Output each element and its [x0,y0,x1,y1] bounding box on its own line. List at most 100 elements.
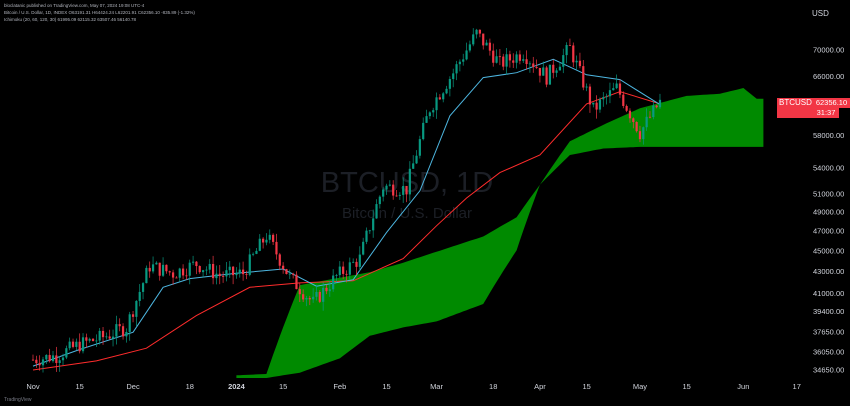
candle-body [91,338,95,342]
time-tick-label: Dec [126,382,140,391]
currency-label[interactable]: USD [812,9,829,18]
candle-body [565,44,568,56]
price-tick-label: 70000.00 [813,45,844,54]
candle-body [608,90,612,97]
candle-body [542,67,545,76]
candle-body [365,230,368,242]
cloud-area [236,88,764,378]
candle-body [378,196,381,205]
candle-body [602,97,605,100]
candle-body [145,267,148,284]
candle-body [335,275,338,276]
price-tick-label: 36050.00 [813,347,844,356]
candle-body [582,66,585,88]
candle-body [458,61,461,65]
candle-body [652,105,655,118]
candle-body [415,155,418,164]
candle-body [272,234,275,242]
time-tick-label: 15 [76,382,84,391]
candle-body [108,336,111,339]
candle-body [201,270,205,273]
tradingview-logo[interactable]: TradingView [4,397,32,403]
symbol-line[interactable]: Bitcoin / U.S. Dollar, 1D, INDEX O63191.… [4,10,195,15]
candle-body [68,341,71,349]
time-axis[interactable]: Nov 15 Dec 18 2024 15 Feb 15 Mar 18 Apr 15 May 15 Jun 1… [26,382,801,391]
price-tick-label: 47000.00 [813,227,844,236]
candle-body [55,355,58,364]
candle-body [355,261,358,267]
candle-body [538,67,542,76]
tenkan-line [32,58,661,367]
candle-body [218,273,221,277]
candle-body [232,266,235,276]
time-tick-label: 18 [186,382,194,391]
candle-body [258,238,261,251]
candle-body [198,266,201,273]
candle-body [161,264,165,276]
candle-body [338,266,341,276]
candle-body [41,359,45,366]
candle-body [425,116,428,123]
candle-body [191,261,195,263]
candle-body [225,270,228,277]
kijun-line [32,91,661,371]
candle-body [488,42,491,51]
price-tick-label: 41000.00 [813,289,844,298]
candle-body [515,54,518,63]
candle-body [252,253,255,255]
candle-body [628,110,632,119]
candle-body [185,275,188,277]
candle-body [555,70,558,73]
candle-body [318,291,321,302]
candle-body [502,56,505,67]
price-axis[interactable]: 70000.0066000.0062000.0058000.0054000.00… [813,45,844,374]
candle-body [625,105,628,111]
candle-body [101,330,105,338]
candle-body [438,97,441,100]
price-tick-label: 49000.00 [813,208,844,217]
candles [31,28,662,373]
candle-body [548,64,552,85]
candle-body [165,264,168,272]
time-tick-label: Apr [534,382,546,391]
price-tick-label: 54000.00 [813,163,844,172]
candle-body [71,341,75,347]
candle-body [478,29,481,34]
time-tick-label: Mar [430,382,443,391]
candle-body [402,185,405,195]
time-tick-label: 15 [582,382,590,391]
candle-body [495,56,498,63]
candle-body [188,262,191,276]
candle-body [221,276,225,277]
candle-body [288,273,291,275]
candle-body [325,287,328,292]
candle-body [265,239,268,243]
candle-body [648,116,652,118]
candle-body [358,254,361,267]
candle-body [228,266,231,271]
time-tick-label: Jun [737,382,749,391]
candle-body [111,336,115,339]
price-tick-label: 43000.00 [813,267,844,276]
candle-body [655,105,658,108]
candle-body [465,50,468,60]
candle-body [658,99,662,108]
candle-body [428,112,431,117]
candle-body [635,121,638,132]
candle-body [345,273,348,275]
time-tick-label: 18 [489,382,497,391]
watermark-name: Bitcoin / U.S. Dollar [342,205,472,222]
candle-body [155,262,158,265]
candle-body [205,269,208,271]
candle-body [238,269,241,273]
candle-body [295,274,298,290]
indicator-line[interactable]: Ichimoku (20, 60, 120, 30) 61995.09 6211… [4,17,137,22]
candle-body [75,341,78,347]
candle-body [141,283,145,292]
candle-body [51,355,55,362]
candle-body [181,268,185,276]
candle-body [48,354,51,362]
time-tick-label: 17 [793,382,801,391]
candle-body [171,272,175,278]
